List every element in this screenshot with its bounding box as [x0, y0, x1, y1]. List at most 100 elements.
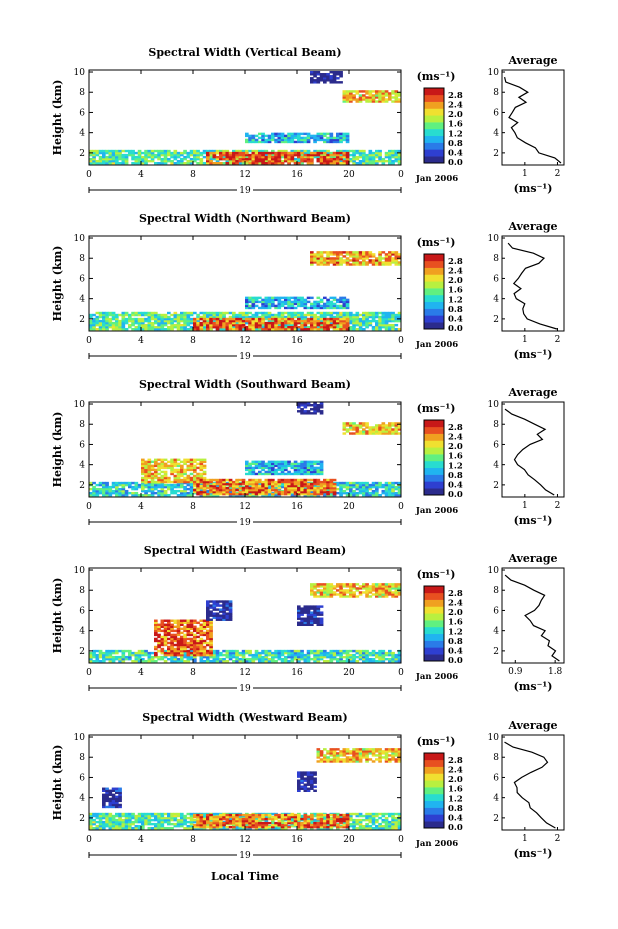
- heatmap-cell: [167, 157, 171, 161]
- heatmap-cell: [339, 151, 343, 155]
- heatmap-cell: [222, 151, 226, 155]
- heatmap-cell: [352, 595, 356, 598]
- heatmap-cell: [323, 296, 327, 300]
- heatmap-cell: [225, 325, 230, 329]
- heatmap-cell: [160, 149, 165, 153]
- heatmap-cell: [303, 402, 308, 405]
- heatmap-cell: [167, 629, 171, 633]
- heatmap-cell: [183, 621, 187, 624]
- heatmap-cell: [287, 311, 291, 315]
- heatmap-cell: [225, 490, 230, 494]
- heatmap-cell: [92, 653, 96, 657]
- heatmap-cell: [225, 600, 230, 603]
- heatmap-cell: [297, 321, 301, 325]
- heatmap-cell: [381, 595, 386, 598]
- heatmap-cell: [202, 486, 207, 490]
- heatmap-cell: [323, 585, 327, 588]
- heatmap-cell: [163, 458, 168, 462]
- heatmap-cell: [300, 317, 304, 321]
- heatmap-cell: [362, 94, 366, 97]
- heatmap-cell: [189, 149, 194, 153]
- heatmap-cell: [137, 161, 142, 165]
- heatmap-cell: [199, 625, 204, 629]
- heatmap-cell: [303, 462, 308, 466]
- heatmap-cell: [293, 486, 298, 490]
- heatmap-cell: [137, 657, 142, 661]
- heatmap-cell: [371, 155, 376, 159]
- heatmap-cell: [375, 485, 379, 489]
- heatmap-cell: [209, 647, 213, 651]
- heatmap-cell: [186, 466, 191, 470]
- heatmap-cell: [280, 327, 285, 331]
- heatmap-cell: [362, 424, 366, 427]
- heatmap-cell: [176, 464, 181, 468]
- heatmap-cell: [170, 619, 174, 622]
- heatmap-cell: [92, 313, 96, 317]
- heatmap-cell: [131, 487, 135, 491]
- heatmap-cell: [306, 609, 311, 612]
- heatmap-cell: [144, 460, 148, 464]
- heatmap-cell: [310, 611, 314, 614]
- heatmap-cell: [267, 488, 272, 492]
- heatmap-cell: [111, 325, 116, 329]
- heatmap-cell: [183, 460, 187, 464]
- heatmap-cell: [300, 155, 304, 159]
- heatmap-cell: [378, 659, 382, 663]
- heatmap-cell: [118, 483, 122, 487]
- heatmap-cell: [293, 468, 298, 472]
- heatmap-cell: [271, 136, 275, 140]
- heatmap-cell: [89, 487, 93, 491]
- heatmap-cell: [358, 489, 363, 493]
- heatmap-cell: [118, 149, 122, 153]
- heatmap-cell: [297, 325, 301, 329]
- heatmap-cell: [98, 491, 103, 495]
- heatmap-cell: [254, 462, 259, 466]
- heatmap-cell: [362, 263, 366, 266]
- heatmap-cell: [381, 98, 386, 101]
- heatmap-cell: [313, 321, 317, 325]
- heatmap-cell: [144, 153, 148, 157]
- heatmap-cell: [313, 313, 317, 317]
- heatmap-cell: [323, 77, 327, 80]
- heatmap-cell: [329, 319, 334, 323]
- heatmap-cell: [388, 257, 392, 260]
- heatmap-cell: [121, 161, 126, 165]
- heatmap-cell: [310, 257, 314, 260]
- heatmap-cell: [89, 481, 93, 485]
- heatmap-cell: [297, 410, 301, 413]
- heatmap-cell: [134, 155, 139, 159]
- heatmap-cell: [124, 321, 129, 325]
- heatmap-cell: [277, 480, 282, 484]
- average-unit: (ms⁻¹): [514, 182, 553, 195]
- heatmap-cell: [147, 317, 152, 321]
- heatmap-cell: [137, 493, 142, 497]
- heatmap-cell: [319, 327, 324, 331]
- heatmap-cell: [313, 153, 317, 157]
- heatmap-cell: [193, 635, 197, 639]
- heatmap-cell: [378, 430, 382, 433]
- heatmap-cell: [251, 484, 256, 488]
- heatmap-cell: [391, 653, 395, 657]
- heatmap-cell: [306, 136, 311, 140]
- heatmap-cell: [235, 157, 239, 161]
- heatmap-cell: [277, 653, 282, 657]
- heatmap-cell: [323, 651, 327, 655]
- heatmap-cell: [384, 585, 389, 588]
- heatmap-cell: [118, 489, 122, 493]
- heatmap-cell: [173, 464, 178, 468]
- heatmap-cell: [271, 151, 275, 155]
- heatmap-cell: [375, 92, 379, 95]
- heatmap-cell: [339, 81, 343, 84]
- heatmap-cell: [284, 468, 288, 472]
- heatmap-cell: [167, 464, 171, 468]
- heatmap-cell: [342, 251, 347, 254]
- heatmap-cell: [209, 627, 213, 631]
- heatmap-cell: [202, 319, 207, 323]
- heatmap-cell: [271, 300, 275, 304]
- heatmap-cell: [345, 302, 350, 306]
- heatmap-cell: [144, 155, 148, 159]
- heatmap-cell: [150, 485, 155, 489]
- heatmap-cell: [225, 616, 230, 619]
- heatmap-cell: [326, 304, 330, 308]
- heatmap-cell: [313, 470, 317, 474]
